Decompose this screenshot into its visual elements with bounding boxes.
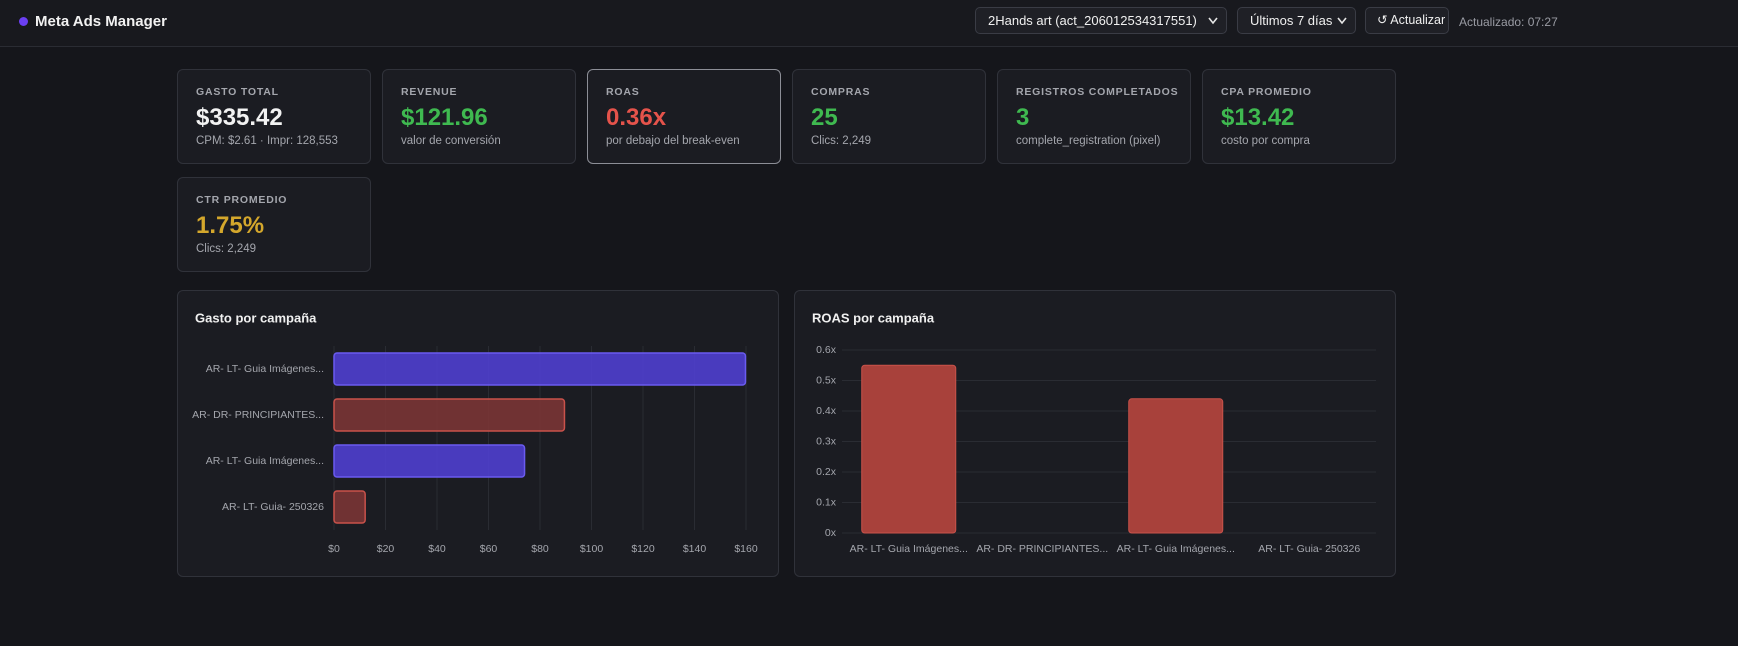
kpi-card: REGISTROS COMPLETADOS 3 complete_registrat…: [997, 69, 1191, 164]
y-tick-label: AR- LT- Guia- 250326: [222, 501, 324, 513]
kpi-label: CTR PROMEDIO: [196, 194, 288, 206]
bar: [333, 398, 566, 432]
y-tick-label: 0.1x: [816, 496, 837, 508]
y-tick-label: AR- LT- Guia Imágenes...: [206, 455, 324, 467]
bar: [333, 352, 747, 386]
x-tick-label: $120: [631, 543, 655, 555]
y-tick-label: 0.5x: [816, 374, 837, 386]
kpi-card: CTR PROMEDIO 1.75% Clics: 2,249: [177, 177, 371, 272]
kpi-value: $13.42: [1221, 104, 1295, 131]
kpi-label: REVENUE: [401, 86, 458, 98]
chart-panel: ROAS por campaña 0x 0.1x 0.2x 0.3x 0.4x 0.5x 0.…: [794, 290, 1396, 577]
kpi-value: $335.42: [196, 104, 283, 131]
bar: [333, 490, 366, 524]
top-bar: Meta Ads Manager 2Hands art (act_2060125…: [0, 0, 1738, 47]
kpi-value: 25: [811, 104, 838, 131]
chart: ROAS por campaña 0x 0.1x 0.2x 0.3x 0.4x 0.5x 0.…: [812, 310, 1376, 555]
kpi-sub: por debajo del break-even: [606, 135, 740, 147]
app-title: Meta Ads Manager: [35, 13, 167, 30]
account-text: 2Hands art (act_206012534317551): [988, 13, 1197, 28]
kpi-sub: costo por compra: [1221, 135, 1310, 147]
x-tick-label: AR- LT- Guia Imágenes...: [850, 543, 968, 555]
kpi-value: 0.36x: [606, 104, 667, 131]
y-tick-label: AR- LT- Guia Imágenes...: [206, 363, 324, 375]
kpi-sub: Clics: 2,249: [811, 135, 872, 147]
x-tick-label: $20: [377, 543, 395, 555]
kpi-sub: valor de conversión: [401, 135, 501, 147]
kpi-label: ROAS: [606, 86, 640, 98]
kpi-sub: Clics: 2,249: [196, 243, 257, 255]
kpi-value: 3: [1016, 104, 1030, 131]
x-tick-label: AR- LT- Guia Imágenes...: [1117, 543, 1235, 555]
kpi-card: REVENUE $121.96 valor de conversión: [382, 69, 576, 164]
y-tick-label: 0x: [825, 527, 837, 539]
x-tick-label: $140: [683, 543, 707, 555]
kpi-label: REGISTROS COMPLETADOS: [1016, 86, 1179, 98]
y-tick-label: 0.4x: [816, 405, 837, 417]
kpi-value: 1.75%: [196, 212, 265, 239]
kpi-label: GASTO TOTAL: [196, 86, 279, 98]
x-tick-label: $60: [480, 543, 498, 555]
x-tick-label: $40: [428, 543, 446, 555]
account-select[interactable]: 2Hands art (act_206012534317551): [975, 7, 1227, 34]
kpi-card: COMPRAS 25 Clics: 2,249: [792, 69, 986, 164]
kpi-label: CPA PROMEDIO: [1221, 86, 1312, 98]
kpi-card: GASTO TOTAL $335.42 CPM: $2.61 · Impr: 128…: [177, 69, 371, 164]
chevron: [1208, 17, 1218, 25]
kpi-label: COMPRAS: [811, 86, 871, 98]
x-tick-label: $0: [328, 543, 340, 555]
period-text: Últimos 7 días: [1250, 13, 1333, 28]
x-tick-label: $160: [734, 543, 758, 555]
x-tick-label: $80: [531, 543, 549, 555]
y-tick-label: 0.2x: [816, 466, 837, 478]
x-tick-label: AR- LT- Guia- 250326: [1258, 543, 1360, 555]
y-tick-label: 0.3x: [816, 435, 837, 447]
x-tick-label: $100: [580, 543, 604, 555]
bar: [1128, 398, 1224, 534]
y-tick-label: 0.6x: [816, 344, 837, 356]
y-tick-label: AR- DR- PRINCIPIANTES...: [192, 409, 324, 421]
kpi-card: ROAS 0.36x por debajo del break-even: [587, 69, 781, 164]
bar: [333, 444, 526, 478]
refresh-button[interactable]: ↺ Actualizar: [1365, 7, 1449, 34]
x-tick-label: AR- DR- PRINCIPIANTES...: [976, 543, 1108, 555]
kpi-value: $121.96: [401, 104, 488, 131]
chart-panel: Gasto por campaña $0 $20 $40 $60 $80 $100 $120 $…: [177, 290, 779, 577]
chevron: [1337, 17, 1347, 25]
brand-dot: [19, 17, 28, 26]
refresh-text: ↺ Actualizar: [1377, 13, 1446, 27]
chart: Gasto por campaña $0 $20 $40 $60 $80 $100 $120 $…: [192, 310, 758, 555]
period-select[interactable]: Últimos 7 días: [1237, 7, 1356, 34]
updated-time: Actualizado: 07:27: [1459, 15, 1558, 29]
kpi-sub: CPM: $2.61 · Impr: 128,553: [196, 135, 338, 147]
kpi-card: CPA PROMEDIO $13.42 costo por compra: [1202, 69, 1396, 164]
chart-title: Gasto por campaña: [195, 310, 317, 325]
kpi-sub: complete_registration (pixel): [1016, 135, 1161, 147]
chart-title: ROAS por campaña: [812, 310, 935, 325]
bar: [861, 364, 957, 534]
